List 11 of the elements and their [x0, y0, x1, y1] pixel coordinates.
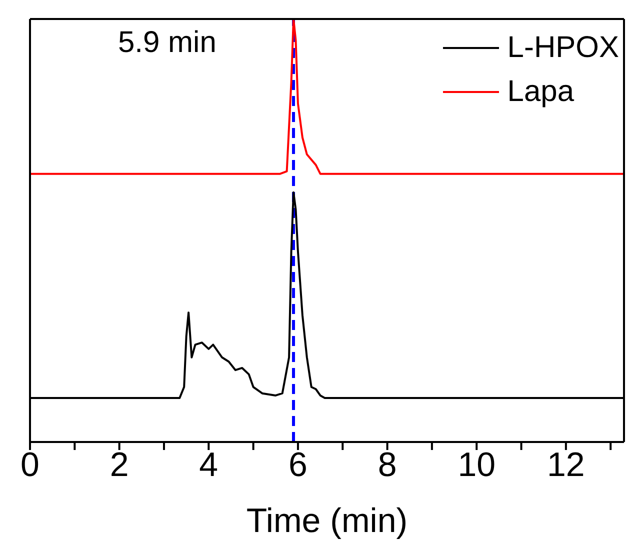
x-tick-label: 8: [378, 446, 397, 484]
x-tick-label: 10: [458, 446, 496, 484]
x-tick-label: 2: [110, 446, 129, 484]
legend-label: L-HPOX: [507, 30, 619, 66]
x-tick-label: 6: [288, 446, 308, 484]
x-tick-label: 0: [20, 446, 40, 484]
x-axis-title: Time (min): [246, 502, 408, 540]
legend-label: Lapa: [507, 74, 574, 110]
annotation: 5.9 min: [118, 26, 216, 60]
x-tick-label: 12: [547, 446, 585, 484]
x-tick-label: 4: [199, 446, 218, 484]
